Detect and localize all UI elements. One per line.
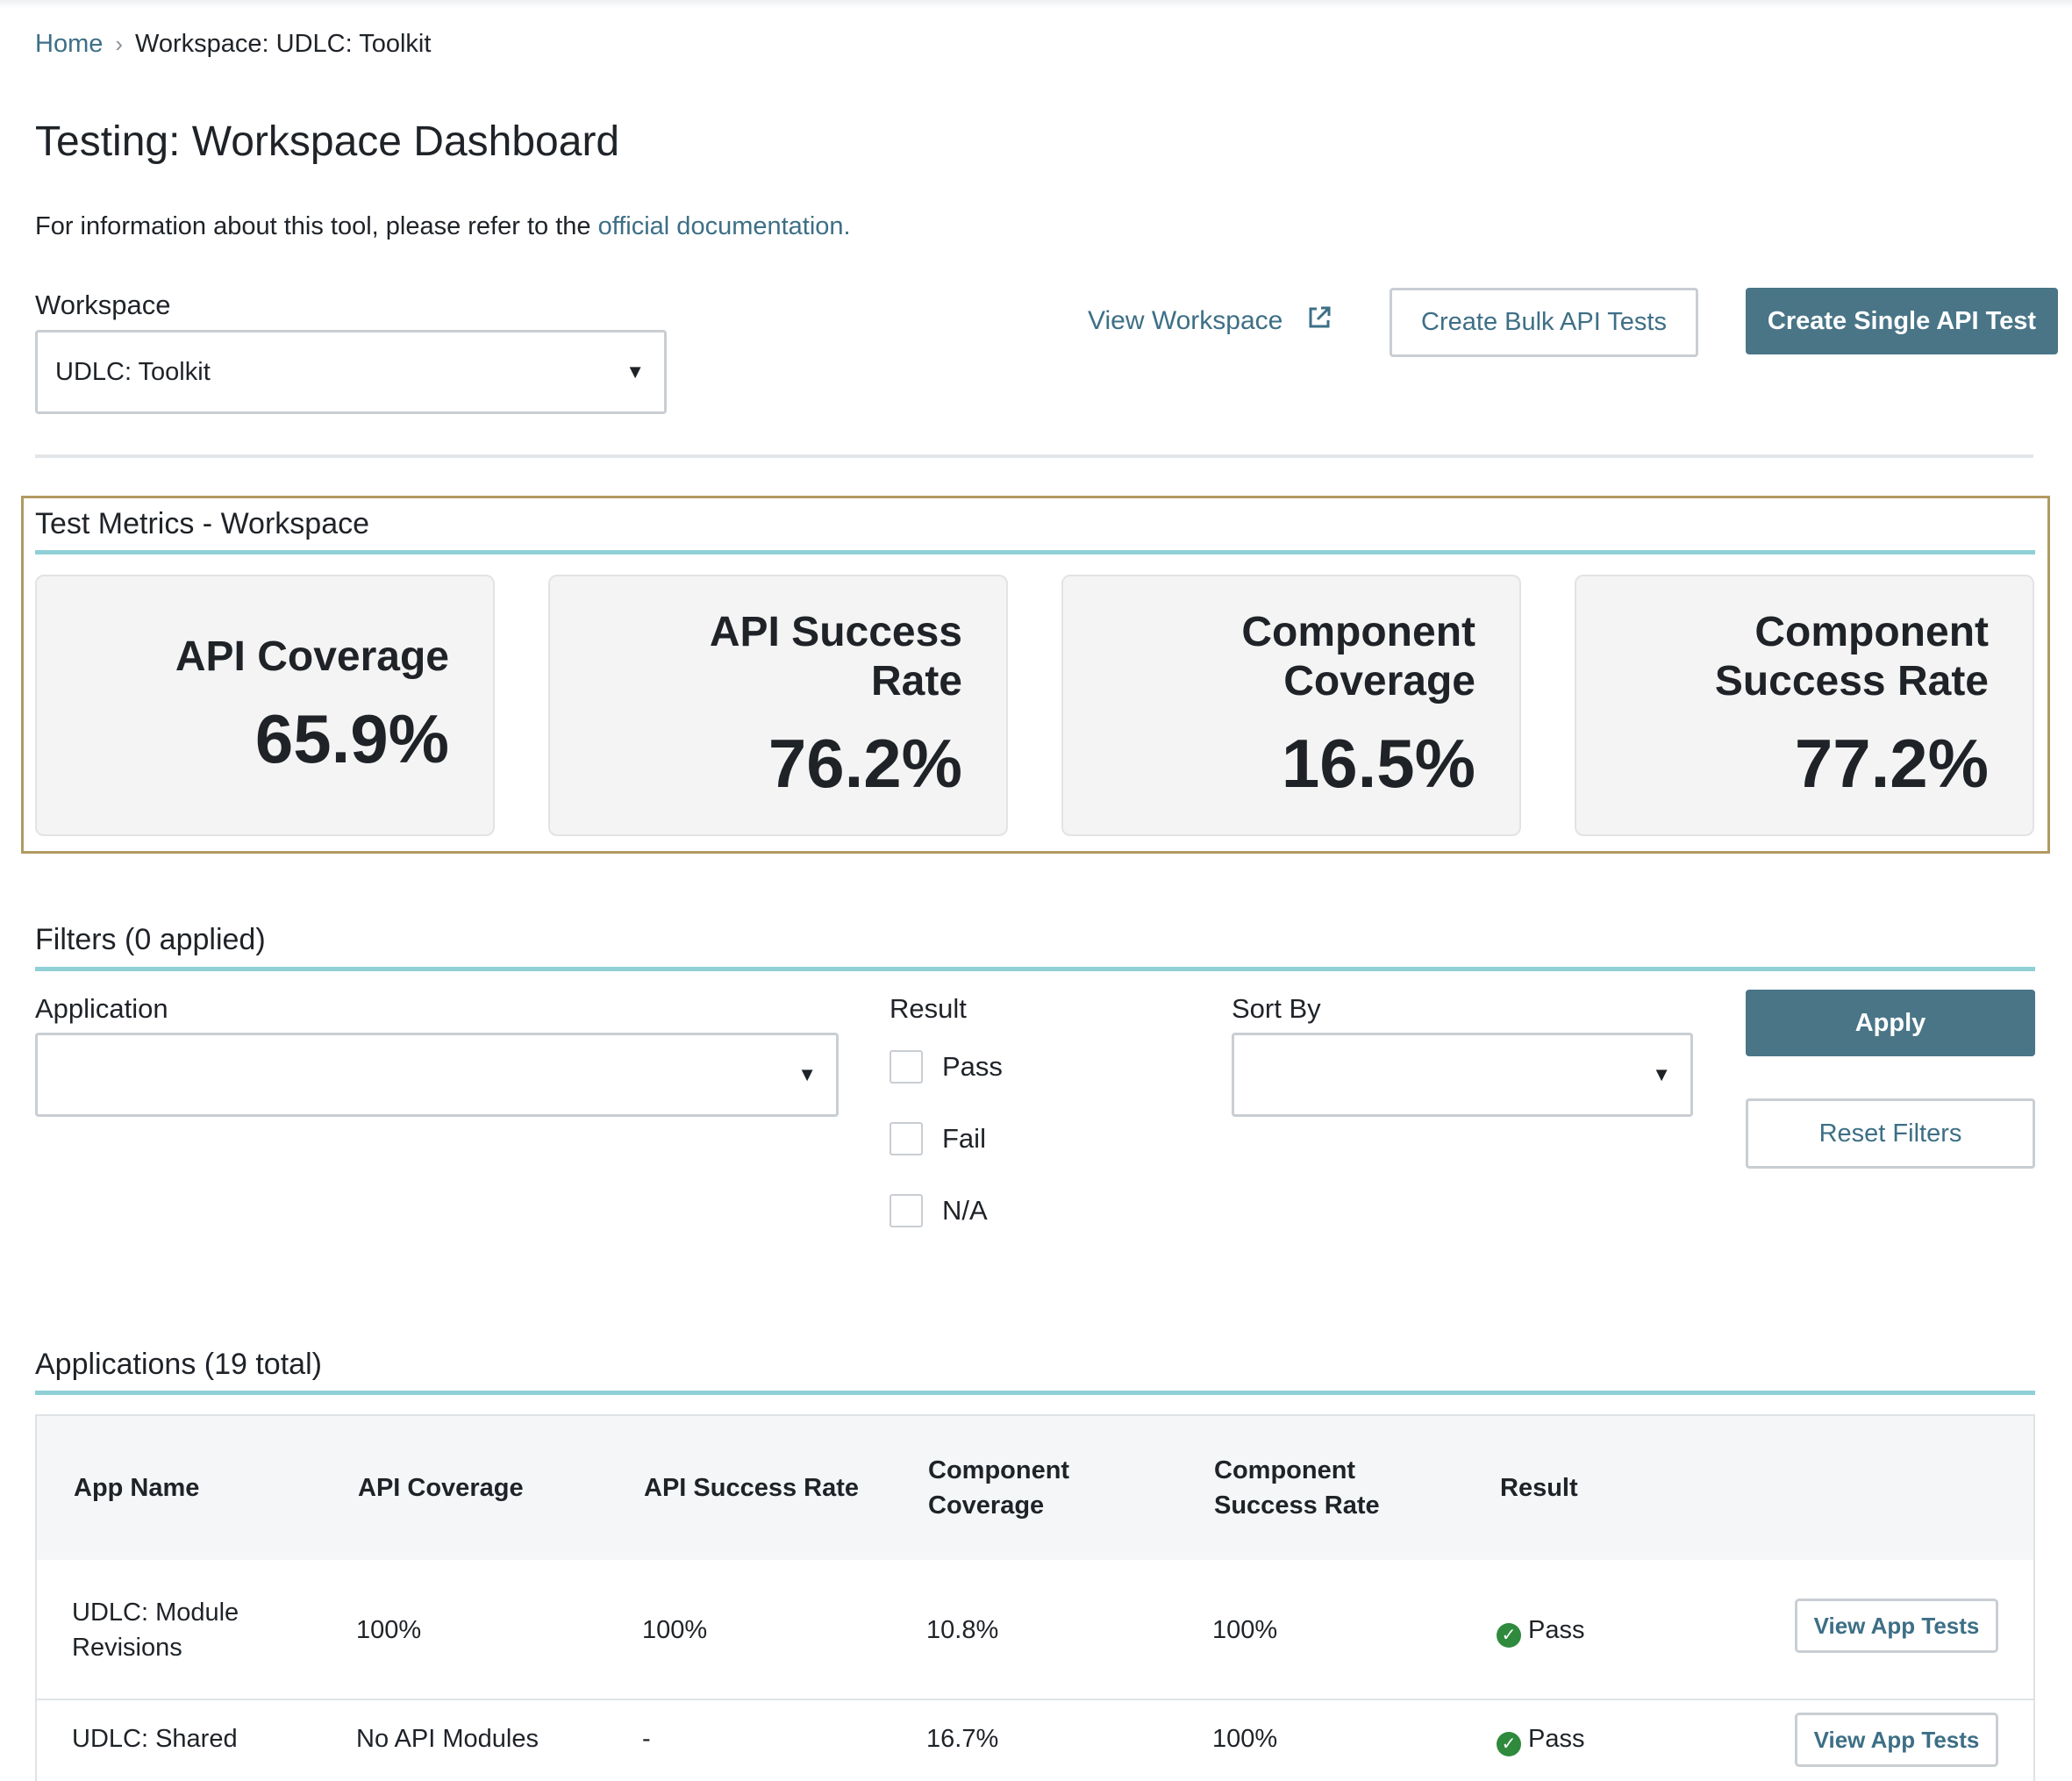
table-header: App Name API Coverage API Success Rate C… bbox=[37, 1416, 2033, 1560]
metrics-title-rule bbox=[35, 550, 2035, 554]
column-header-result[interactable]: Result bbox=[1500, 1474, 1578, 1502]
table-row: UDLC: Shared No API Modules - 16.7% 100%… bbox=[37, 1700, 2033, 1781]
cell-app-name-line1: UDLC: Module bbox=[72, 1599, 239, 1627]
cell-app-name-line1: UDLC: Shared bbox=[72, 1725, 238, 1753]
breadcrumb: Home › Workspace: UDLC: Toolkit bbox=[35, 26, 431, 61]
sort-by-select[interactable]: ▼ bbox=[1232, 1033, 1693, 1117]
metric-card-component-success-rate: Component Success Rate 77.2% bbox=[1575, 575, 2034, 836]
metric-label-line1: Component bbox=[1241, 609, 1475, 655]
applications-table: App Name API Coverage API Success Rate C… bbox=[35, 1414, 2035, 1781]
column-header-api-success-rate[interactable]: API Success Rate bbox=[644, 1474, 860, 1502]
metric-card-api-coverage: API Coverage 65.9% bbox=[35, 575, 495, 836]
workspace-select-value: UDLC: Toolkit bbox=[55, 357, 211, 386]
column-header-line1: Component bbox=[928, 1456, 1070, 1484]
column-header-component-success-rate[interactable]: Component Success Rate bbox=[1214, 1453, 1380, 1523]
top-shadow bbox=[0, 0, 2072, 9]
checkbox-icon[interactable] bbox=[890, 1050, 923, 1084]
check-circle-icon: ✓ bbox=[1497, 1732, 1521, 1756]
cell-component-success-rate: 100% bbox=[1212, 1725, 1278, 1753]
result-option-na[interactable]: N/A bbox=[890, 1194, 988, 1227]
apply-button[interactable]: Apply bbox=[1746, 990, 2035, 1056]
metric-label-line2: Coverage bbox=[1283, 658, 1475, 705]
result-option-fail[interactable]: Fail bbox=[890, 1122, 986, 1155]
intro-text: For information about this tool, please … bbox=[35, 212, 851, 241]
reset-filters-button[interactable]: Reset Filters bbox=[1746, 1098, 2035, 1169]
column-header-line2: Coverage bbox=[928, 1491, 1045, 1520]
metric-label-line2: Rate bbox=[870, 658, 962, 705]
external-link-icon bbox=[1305, 304, 1333, 339]
result-option-label: Fail bbox=[942, 1123, 986, 1154]
metric-value: 76.2% bbox=[768, 725, 962, 802]
view-app-tests-button[interactable]: View App Tests bbox=[1795, 1713, 1998, 1767]
workspace-label: Workspace bbox=[35, 290, 171, 320]
divider bbox=[35, 454, 2033, 458]
metric-value: 65.9% bbox=[254, 700, 449, 777]
chevron-right-icon: › bbox=[115, 30, 124, 57]
column-header-line2: Success Rate bbox=[1214, 1491, 1380, 1520]
checkbox-icon[interactable] bbox=[890, 1122, 923, 1155]
filters-title-rule bbox=[35, 967, 2035, 971]
cell-result: ✓ Pass bbox=[1497, 1721, 1584, 1756]
metric-card-component-coverage: Component Coverage 16.5% bbox=[1061, 575, 1521, 836]
view-workspace-link[interactable]: View Workspace bbox=[1088, 304, 1333, 339]
create-bulk-api-tests-button[interactable]: Create Bulk API Tests bbox=[1390, 288, 1698, 357]
breadcrumb-current: Workspace: UDLC: Toolkit bbox=[135, 29, 432, 58]
result-option-label: N/A bbox=[942, 1195, 988, 1226]
intro-text-body: For information about this tool, please … bbox=[35, 212, 598, 240]
column-header-api-coverage[interactable]: API Coverage bbox=[358, 1474, 524, 1502]
metric-value: 16.5% bbox=[1281, 725, 1475, 802]
cell-api-coverage: 100% bbox=[356, 1616, 422, 1644]
metric-label-line1: Component bbox=[1754, 609, 1989, 655]
application-filter-label: Application bbox=[35, 993, 168, 1024]
metric-label: API Coverage bbox=[175, 633, 449, 680]
metrics-section bbox=[21, 496, 2050, 854]
result-option-label: Pass bbox=[942, 1051, 1003, 1082]
create-single-api-test-button[interactable]: Create Single API Test bbox=[1746, 288, 2058, 354]
documentation-link[interactable]: official documentation. bbox=[597, 212, 851, 240]
metric-label: Component Success Rate bbox=[1715, 608, 1989, 706]
view-workspace-label: View Workspace bbox=[1088, 306, 1283, 335]
cell-result: ✓ Pass bbox=[1497, 1613, 1584, 1648]
caret-down-icon: ▼ bbox=[625, 361, 645, 383]
cell-api-coverage: No API Modules bbox=[356, 1725, 539, 1753]
breadcrumb-home-link[interactable]: Home bbox=[35, 29, 104, 58]
page-title: Testing: Workspace Dashboard bbox=[35, 118, 620, 165]
column-header-app-name[interactable]: App Name bbox=[74, 1474, 200, 1502]
cell-api-success-rate: - bbox=[642, 1725, 651, 1753]
cell-result-label: Pass bbox=[1528, 1725, 1585, 1753]
cell-app-name: UDLC: Shared bbox=[72, 1721, 238, 1756]
caret-down-icon: ▼ bbox=[1652, 1063, 1671, 1085]
result-option-pass[interactable]: Pass bbox=[890, 1050, 1003, 1084]
application-filter-select[interactable]: ▼ bbox=[35, 1033, 839, 1117]
result-filter-label: Result bbox=[890, 993, 967, 1024]
metric-card-api-success-rate: API Success Rate 76.2% bbox=[548, 575, 1008, 836]
applications-title-rule bbox=[35, 1391, 2035, 1395]
table-row: UDLC: Module Revisions 100% 100% 10.8% 1… bbox=[37, 1560, 2033, 1699]
cell-result-label: Pass bbox=[1528, 1616, 1585, 1644]
metrics-title: Test Metrics - Workspace bbox=[35, 507, 370, 540]
column-header-line1: Component bbox=[1214, 1456, 1356, 1484]
metric-label-line2: Success Rate bbox=[1714, 658, 1989, 705]
cell-api-success-rate: 100% bbox=[642, 1616, 708, 1644]
cell-component-success-rate: 100% bbox=[1212, 1616, 1278, 1644]
metric-label: API Success Rate bbox=[710, 608, 962, 706]
metric-value: 77.2% bbox=[1794, 725, 1989, 802]
view-app-tests-button[interactable]: View App Tests bbox=[1795, 1599, 1998, 1653]
metric-label: Component Coverage bbox=[1241, 608, 1475, 706]
cell-app-name-line2: Revisions bbox=[72, 1634, 182, 1662]
check-circle-icon: ✓ bbox=[1497, 1623, 1521, 1648]
caret-down-icon: ▼ bbox=[797, 1063, 817, 1085]
workspace-select[interactable]: UDLC: Toolkit ▼ bbox=[35, 330, 667, 414]
applications-title: Applications (19 total) bbox=[35, 1348, 322, 1381]
column-header-component-coverage[interactable]: Component Coverage bbox=[928, 1453, 1069, 1523]
cell-component-coverage: 10.8% bbox=[926, 1616, 999, 1644]
cell-component-coverage: 16.7% bbox=[926, 1725, 999, 1753]
cell-app-name: UDLC: Module Revisions bbox=[72, 1595, 239, 1665]
filters-title: Filters (0 applied) bbox=[35, 923, 266, 956]
metric-label-line1: API Success bbox=[709, 609, 962, 655]
row-divider bbox=[37, 1699, 2033, 1700]
sort-by-label: Sort By bbox=[1232, 993, 1321, 1024]
checkbox-icon[interactable] bbox=[890, 1194, 923, 1227]
